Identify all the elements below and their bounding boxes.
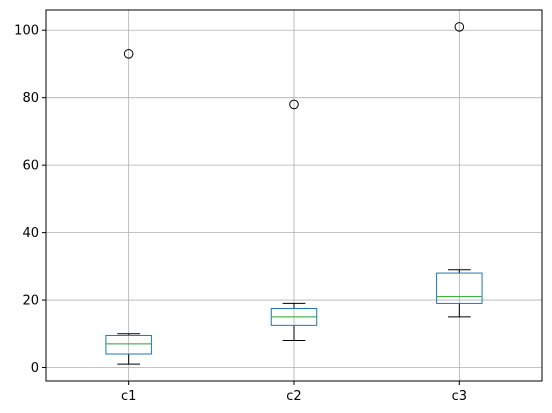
y-tick-label: 40 [22, 226, 39, 241]
box-layer [105, 22, 483, 365]
y-tick-label: 0 [31, 361, 39, 376]
box-c2 [270, 99, 318, 342]
label-layer: 0 20 40 60 80 100 c1 c2 c3 [14, 24, 467, 404]
axis-layer [42, 9, 543, 385]
y-tick-label: 100 [14, 24, 39, 39]
x-tick-label: c2 [286, 389, 301, 404]
grid-layer [46, 10, 542, 381]
iqr-box [436, 272, 483, 304]
y-tick-label: 60 [22, 159, 39, 174]
x-tick-label: c3 [452, 389, 467, 404]
outlier-point [454, 22, 465, 32]
outlier-point [123, 49, 134, 59]
x-tick-label: c1 [121, 389, 136, 404]
y-tick-label: 20 [22, 294, 39, 309]
iqr-box [105, 334, 152, 355]
outlier-point [289, 99, 299, 110]
y-tick-label: 80 [22, 91, 39, 106]
box-c3 [436, 22, 483, 318]
box-c1 [105, 49, 152, 365]
